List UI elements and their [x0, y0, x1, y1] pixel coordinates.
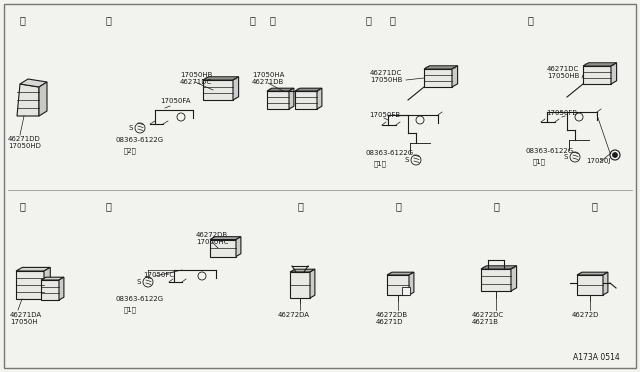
Text: Ⓔ: Ⓔ: [365, 15, 371, 25]
Text: 46271DC
17050HB: 46271DC 17050HB: [547, 66, 579, 79]
Polygon shape: [511, 266, 516, 291]
Text: 17050J: 17050J: [586, 158, 611, 164]
Text: Ⓐ: Ⓐ: [19, 15, 25, 25]
Polygon shape: [289, 88, 294, 109]
Text: 17050HB
46271DC: 17050HB 46271DC: [180, 72, 212, 85]
Text: 46271DA
17050H: 46271DA 17050H: [10, 312, 42, 325]
Polygon shape: [611, 63, 616, 84]
Polygon shape: [233, 77, 239, 100]
Bar: [583, 66, 611, 84]
Polygon shape: [481, 266, 516, 269]
Polygon shape: [41, 277, 64, 280]
Bar: [203, 80, 233, 100]
Polygon shape: [603, 272, 608, 295]
Polygon shape: [424, 66, 458, 69]
Circle shape: [612, 153, 618, 157]
Text: 17050FB: 17050FB: [369, 112, 400, 118]
Polygon shape: [20, 79, 47, 87]
Polygon shape: [452, 66, 458, 87]
Polygon shape: [59, 277, 64, 300]
Text: S: S: [564, 154, 568, 160]
Polygon shape: [44, 267, 51, 299]
Text: Ⓛ: Ⓛ: [395, 201, 401, 211]
Text: 46272D: 46272D: [572, 312, 600, 318]
Text: Ⓕ: Ⓕ: [527, 15, 533, 25]
Bar: [290, 272, 310, 298]
Text: 17050FA: 17050FA: [160, 98, 191, 104]
Bar: [481, 269, 511, 291]
Polygon shape: [39, 82, 47, 116]
Text: 46272DB
17050HC: 46272DB 17050HC: [196, 232, 228, 245]
Polygon shape: [236, 237, 241, 257]
Bar: [387, 275, 409, 295]
Text: Ⓑ: Ⓑ: [105, 15, 111, 25]
Bar: [295, 91, 317, 109]
Text: 17050FB: 17050FB: [546, 110, 577, 116]
Text: （1）: （1）: [533, 158, 546, 164]
Text: （2）: （2）: [124, 147, 137, 154]
Text: A173A 0514: A173A 0514: [573, 353, 620, 362]
Text: S: S: [129, 125, 133, 131]
Polygon shape: [290, 269, 315, 272]
Text: 46271DC
17050HB: 46271DC 17050HB: [370, 70, 403, 83]
Polygon shape: [577, 272, 608, 275]
Polygon shape: [409, 272, 414, 295]
Text: Ⓝ: Ⓝ: [591, 201, 597, 211]
Text: 17050HA
46271DB: 17050HA 46271DB: [252, 72, 284, 85]
Text: 46271DD
17050HD: 46271DD 17050HD: [8, 136, 41, 149]
Bar: [16, 271, 44, 299]
Polygon shape: [583, 63, 616, 66]
Text: Ⓙ: Ⓙ: [105, 201, 111, 211]
Text: Ⓚ: Ⓚ: [297, 201, 303, 211]
Polygon shape: [203, 77, 239, 80]
Text: （1）: （1）: [124, 306, 137, 312]
Bar: [267, 91, 289, 109]
Text: 17050FC: 17050FC: [143, 272, 174, 278]
Text: 08363-6122G: 08363-6122G: [525, 148, 573, 154]
Bar: [41, 280, 59, 300]
Text: （1）: （1）: [374, 160, 387, 167]
Text: S: S: [404, 157, 409, 163]
Text: 08363-6122G: 08363-6122G: [116, 137, 164, 143]
Text: 46272DB
46271D: 46272DB 46271D: [376, 312, 408, 325]
Text: 08363-6122G: 08363-6122G: [366, 150, 414, 156]
Text: 46272DC
46271B: 46272DC 46271B: [472, 312, 504, 325]
Text: 46272DA: 46272DA: [278, 312, 310, 318]
Polygon shape: [210, 237, 241, 240]
Text: Ⓖ: Ⓖ: [19, 201, 25, 211]
Text: 08363-6122G: 08363-6122G: [116, 296, 164, 302]
Text: S: S: [136, 279, 141, 285]
Text: Ⓓ: Ⓓ: [269, 15, 275, 25]
Bar: [210, 240, 236, 257]
Polygon shape: [310, 269, 315, 298]
Polygon shape: [317, 88, 322, 109]
Text: Ⓗ: Ⓗ: [389, 15, 395, 25]
Text: Ⓒ: Ⓒ: [249, 15, 255, 25]
Text: Ⓜ: Ⓜ: [493, 201, 499, 211]
Polygon shape: [16, 267, 51, 271]
Polygon shape: [295, 88, 322, 91]
Polygon shape: [387, 272, 414, 275]
Polygon shape: [267, 88, 294, 91]
Bar: [402, 287, 410, 295]
Bar: [424, 69, 452, 87]
Polygon shape: [17, 84, 39, 116]
Bar: [577, 275, 603, 295]
